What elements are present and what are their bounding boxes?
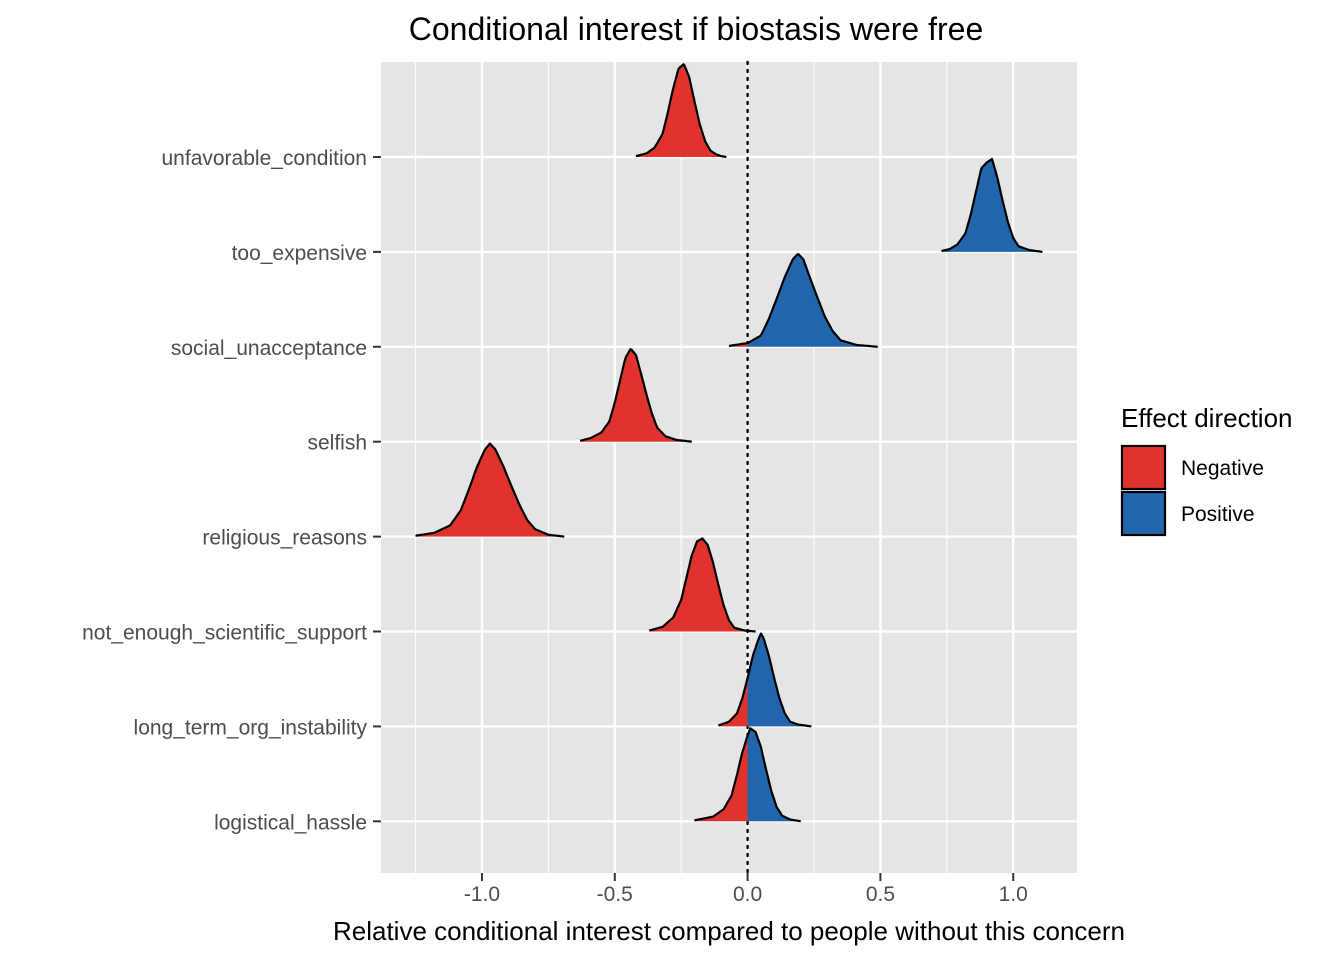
ridge-outline xyxy=(694,727,801,823)
y-tick-label: social_unacceptance xyxy=(171,337,367,360)
ridge-outline xyxy=(635,63,727,159)
ridge-fill-negative xyxy=(649,538,748,632)
ridge-fill-positive xyxy=(941,158,1043,252)
y-tick-label: logistical_hassle xyxy=(214,811,367,834)
ridge-logistical_hassle xyxy=(694,727,801,823)
x-tick-label: 0.5 xyxy=(866,883,895,906)
y-tick-label: long_term_org_instability xyxy=(134,716,368,739)
y-axis: unfavorable_condition too_expensivesocial… xyxy=(82,147,381,834)
ridge-fill-negative xyxy=(580,349,692,442)
ridge-fill-positive xyxy=(747,254,878,347)
ridge-outline xyxy=(717,632,812,728)
legend-title: Effect direction xyxy=(1121,403,1293,433)
ridge-fill-negative xyxy=(415,443,565,537)
legend-swatch-negative xyxy=(1120,444,1167,491)
ridge-unfavorable_condition xyxy=(635,63,727,159)
ridge-fill-negative xyxy=(718,678,748,727)
ridge-outline xyxy=(579,348,692,443)
y-tick-label: selfish xyxy=(307,432,367,455)
ridge-outline xyxy=(941,157,1043,253)
ridge-selfish xyxy=(579,348,692,443)
legend-label-negative: Negative xyxy=(1181,457,1264,480)
ridge-not_enough_scientific_support xyxy=(648,537,756,633)
x-tick-label: 1.0 xyxy=(999,883,1028,906)
ridge-outline xyxy=(415,442,565,538)
ridge-fill-positive xyxy=(747,633,812,727)
x-axis: -1.0 -0.5 0.0 0.5 1.0 xyxy=(464,873,1028,906)
ridge-too_expensive xyxy=(941,157,1043,253)
chart-title: Conditional interest if biostasis were f… xyxy=(409,11,984,47)
legend-label-positive: Positive xyxy=(1181,503,1255,526)
x-tick-label: 0.0 xyxy=(733,883,762,906)
ridge-long_term_org_instability xyxy=(717,632,812,728)
legend: Effect direction Negative Positive xyxy=(1120,403,1293,537)
x-tick-label: -1.0 xyxy=(464,883,500,906)
ridge-outline xyxy=(728,253,878,348)
legend-swatch-positive xyxy=(1120,490,1167,537)
ridge-outline xyxy=(648,537,756,633)
ridge-social_unacceptance xyxy=(728,253,878,348)
y-tick-label: religious_reasons xyxy=(202,527,367,550)
x-tick-label: -0.5 xyxy=(597,883,633,906)
y-tick-label: too_expensive xyxy=(232,242,367,265)
ridge-fill-negative xyxy=(694,735,748,822)
y-tick-label: not_enough_scientific_support xyxy=(82,622,367,645)
density-ridges xyxy=(415,63,1043,823)
ridge-religious_reasons xyxy=(415,442,565,538)
x-axis-label: Relative conditional interest compared t… xyxy=(333,916,1125,946)
y-tick-label: unfavorable_condition xyxy=(162,147,368,170)
ridge-fill-negative xyxy=(636,64,727,157)
